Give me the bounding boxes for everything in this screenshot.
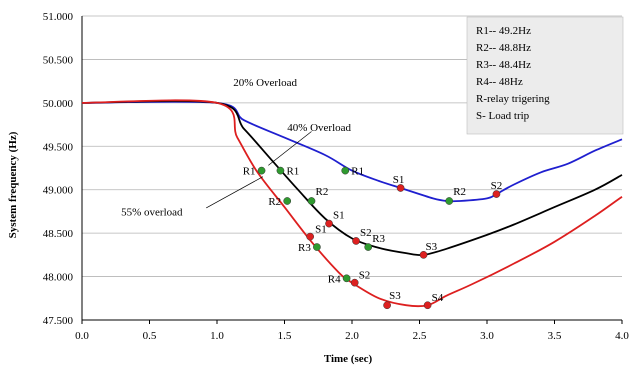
legend-entry: R4-- 48Hz bbox=[476, 76, 523, 88]
y-axis-title: System frequency (Hz) bbox=[7, 131, 19, 238]
x-tick-labels: 0.0 0.5 1.0 1.5 2.0 2.5 3.0 3.5 4.0 bbox=[75, 330, 629, 342]
event-marker-label: S1 bbox=[315, 224, 327, 236]
event-marker-point bbox=[419, 251, 428, 259]
event-marker-point bbox=[492, 190, 501, 198]
curve-annotations: 20% Overload 40% Overload 55% overload bbox=[121, 77, 351, 218]
x-tick-label: 3.0 bbox=[480, 330, 494, 342]
event-marker-point bbox=[350, 278, 359, 287]
legend-entry: R1-- 49.2Hz bbox=[476, 25, 531, 37]
annotation-arrow-55 bbox=[206, 176, 264, 209]
series-line-0 bbox=[81, 100, 623, 203]
x-tick-label: 0.5 bbox=[143, 330, 157, 342]
y-tick-label: 47.500 bbox=[43, 315, 74, 327]
event-marker-label: S4 bbox=[432, 292, 444, 304]
event-marker-label: S2 bbox=[491, 180, 503, 192]
x-axis-title: Time (sec) bbox=[324, 353, 373, 365]
y-tick-label: 50.500 bbox=[43, 54, 74, 66]
y-tick-label: 48.500 bbox=[43, 228, 74, 240]
event-marker-label: R1 bbox=[243, 166, 256, 178]
event-marker-label: R3 bbox=[298, 242, 311, 254]
legend-box bbox=[466, 16, 624, 135]
event-marker-label: S1 bbox=[333, 210, 345, 222]
y-tick-label: 49.000 bbox=[43, 185, 74, 197]
event-marker-label: R1 bbox=[351, 166, 364, 178]
y-tick-label: 49.500 bbox=[43, 141, 74, 153]
curve-annotation: 20% Overload bbox=[233, 77, 297, 89]
y-tick-label: 48.000 bbox=[43, 272, 74, 284]
legend: R1-- 49.2Hz R2-- 48.8Hz R3-- 48.4Hz R4-- 48… bbox=[476, 25, 550, 122]
event-marker-point bbox=[313, 243, 321, 251]
event-marker-point bbox=[306, 232, 314, 241]
series-line-2 bbox=[81, 99, 623, 308]
curve-annotation: 40% Overload bbox=[287, 122, 351, 134]
legend-entry: R3-- 48.4Hz bbox=[476, 59, 531, 71]
event-marker-label: S2 bbox=[359, 270, 371, 282]
x-tick-label: 4.0 bbox=[615, 330, 629, 342]
series-line-1 bbox=[81, 100, 623, 256]
event-marker-point bbox=[383, 301, 391, 310]
event-marker-label: R2 bbox=[453, 186, 466, 198]
event-marker-point bbox=[396, 184, 405, 192]
event-marker-label: R4 bbox=[328, 273, 341, 285]
y-tick-label: 51.000 bbox=[43, 11, 74, 23]
event-marker-point bbox=[325, 219, 333, 228]
x-tick-label: 1.5 bbox=[278, 330, 292, 342]
event-marker-point bbox=[307, 197, 316, 205]
event-marker-label: R3 bbox=[372, 233, 385, 245]
event-marker-point bbox=[283, 197, 292, 205]
curve-annotation: 55% overload bbox=[121, 206, 183, 218]
y-tick-label: 50.000 bbox=[43, 98, 74, 110]
event-marker-label: S1 bbox=[393, 174, 405, 186]
legend-entry: R2-- 48.8Hz bbox=[476, 42, 531, 54]
grid-lines bbox=[81, 15, 623, 324]
event-marker-label: R2 bbox=[268, 196, 281, 208]
x-tick-label: 0.0 bbox=[75, 330, 89, 342]
event-marker-label: R2 bbox=[316, 186, 329, 198]
event-marker-point bbox=[257, 166, 266, 175]
event-marker-point bbox=[445, 197, 454, 205]
event-marker-label: R1 bbox=[286, 166, 299, 178]
event-marker-label: S3 bbox=[426, 241, 438, 253]
event-marker-point bbox=[276, 166, 285, 175]
event-marker-point bbox=[423, 301, 432, 310]
legend-entry: S- Load trip bbox=[476, 110, 530, 122]
event-marker-label: S3 bbox=[389, 290, 401, 302]
legend-entry: R-relay trigering bbox=[476, 93, 550, 105]
annotation-arrow-40 bbox=[268, 131, 312, 166]
event-marker-label: S2 bbox=[360, 227, 372, 239]
x-tick-label: 2.0 bbox=[345, 330, 359, 342]
y-tick-labels: 47.500 48.000 48.500 49.000 49.500 50.000 50.5… bbox=[43, 11, 74, 327]
series-lines bbox=[81, 99, 623, 308]
x-tick-label: 3.5 bbox=[548, 330, 562, 342]
x-tick-label: 1.0 bbox=[210, 330, 224, 342]
event-marker-point bbox=[342, 274, 351, 283]
event-marker-point bbox=[364, 243, 373, 251]
event-markers: R1 R1 R1 R2 R2 R2 R3 R3 R4 S1 S2 S1 S1 S2 S3 S2 S3 S4 bbox=[243, 166, 503, 310]
event-marker-point bbox=[341, 166, 350, 175]
event-marker-point bbox=[352, 237, 360, 245]
x-tick-label: 2.5 bbox=[413, 330, 427, 342]
